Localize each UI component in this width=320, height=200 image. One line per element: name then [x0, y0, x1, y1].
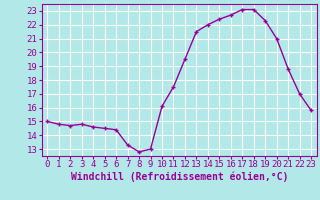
X-axis label: Windchill (Refroidissement éolien,°C): Windchill (Refroidissement éolien,°C): [70, 172, 288, 182]
